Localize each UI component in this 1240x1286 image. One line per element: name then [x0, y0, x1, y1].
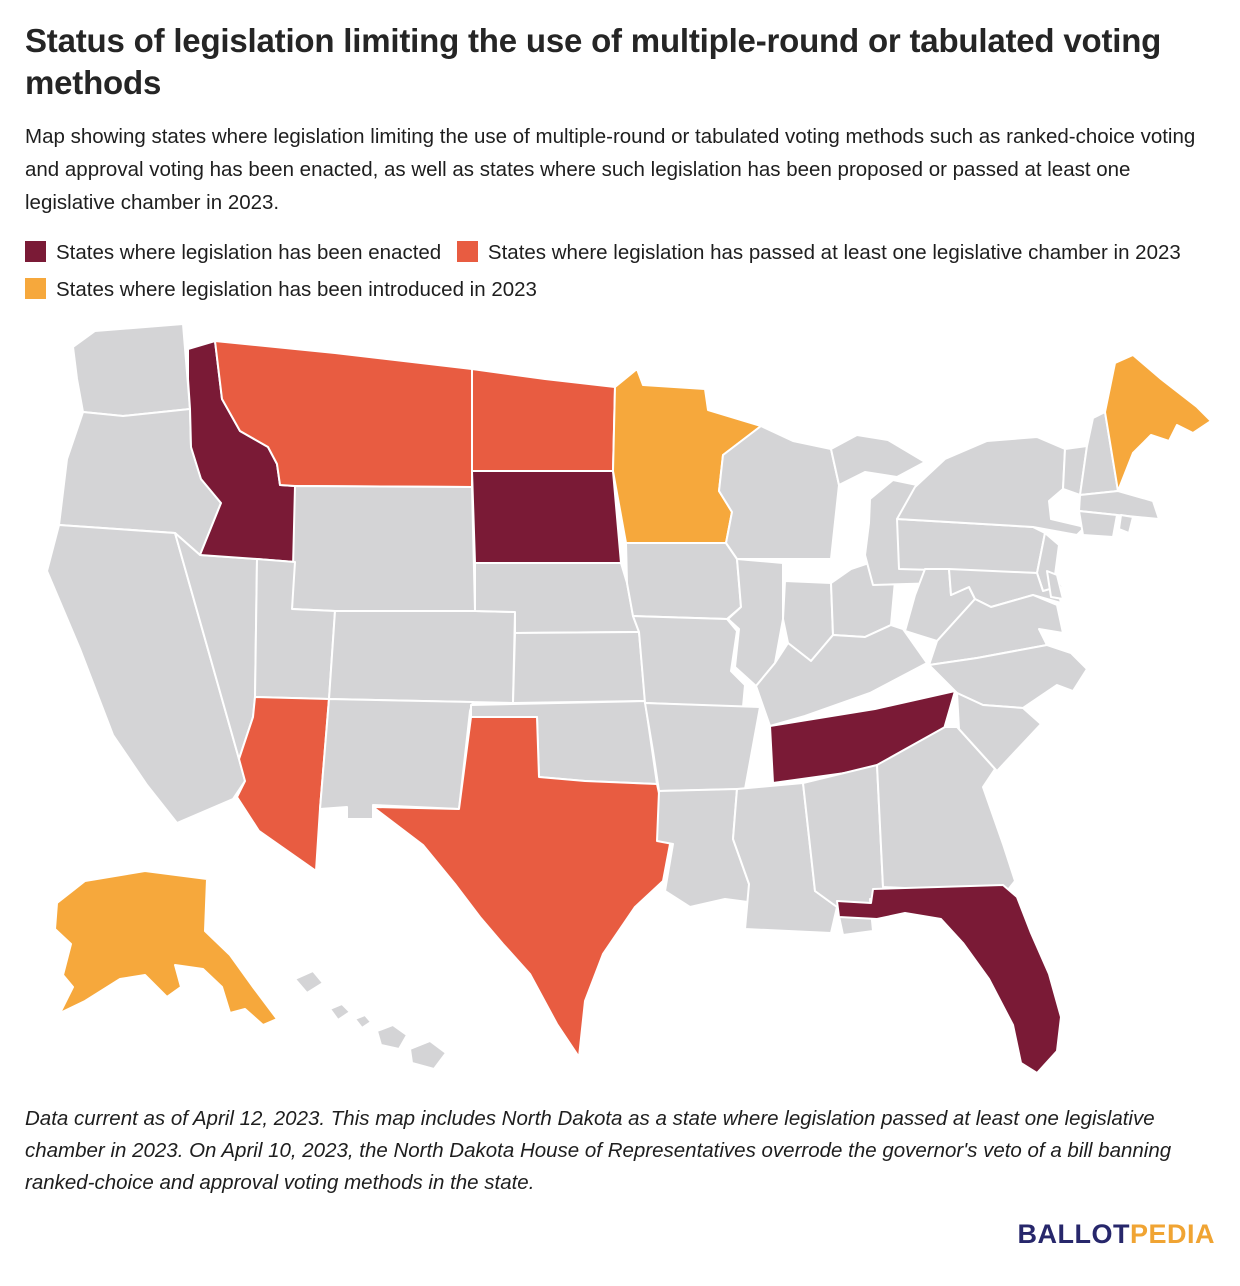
state-montana [214, 340, 473, 489]
legend-label-enacted: States where legislation has been enacte… [56, 240, 442, 264]
state-michigan-upper-peninsula [830, 434, 926, 487]
state-wisconsin [718, 425, 840, 561]
legend-swatch-introduced [25, 278, 46, 300]
state-delaware [1046, 570, 1064, 601]
state-new-york [896, 436, 1086, 537]
state-wyoming [291, 485, 476, 613]
legend: States where legislation has been enacte… [25, 234, 1215, 310]
state-missouri [632, 615, 746, 709]
legend-swatch-passed [456, 240, 478, 262]
state-illinois [727, 558, 784, 688]
state-colorado [328, 610, 516, 705]
footnote: Data current as of April 12, 2023. This … [25, 1107, 1172, 1194]
legend-item-introduced: States where legislation has been introd… [25, 278, 537, 301]
state-rhode-island [1118, 514, 1134, 535]
state-washington [72, 323, 191, 418]
state-kansas [512, 631, 646, 705]
state-south-dakota [471, 470, 622, 565]
logo-text-pedia: PEDIA [1129, 1219, 1215, 1250]
ballotpedia-logo: BALLOTPEDIA [25, 1219, 1215, 1250]
page-title: Status of legislation limiting the use o… [25, 22, 1162, 101]
legend-item-enacted: States where legislation has been enacte… [25, 240, 442, 264]
legend-label-passed: States where legislation has passed at l… [487, 240, 1181, 264]
state-arizona [236, 696, 330, 873]
map-description: Map showing states where legislation lim… [25, 125, 1196, 214]
state-arkansas [644, 702, 761, 793]
states-layer [46, 323, 1212, 1075]
legend-label-introduced: States where legislation has been introd… [56, 278, 537, 302]
state-iowa [625, 542, 742, 621]
legend-item-passed: States where legislation has passed at l… [456, 240, 1181, 264]
logo-text-ballot: BALLOT [1017, 1219, 1130, 1250]
state-alaska [54, 870, 278, 1027]
state-south-carolina [956, 692, 1042, 773]
state-new-mexico [319, 698, 474, 821]
infographic: Status of legislation limiting the use o… [25, 22, 1215, 1250]
state-north-dakota [471, 368, 616, 473]
state-texas [372, 716, 671, 1059]
state-maine [1104, 354, 1212, 493]
state-hawaii [294, 970, 447, 1071]
us-map [46, 323, 1212, 1075]
state-kentucky [755, 624, 928, 728]
legend-swatch-enacted [25, 240, 46, 262]
state-connecticut [1078, 510, 1118, 539]
state-florida [836, 884, 1062, 1075]
